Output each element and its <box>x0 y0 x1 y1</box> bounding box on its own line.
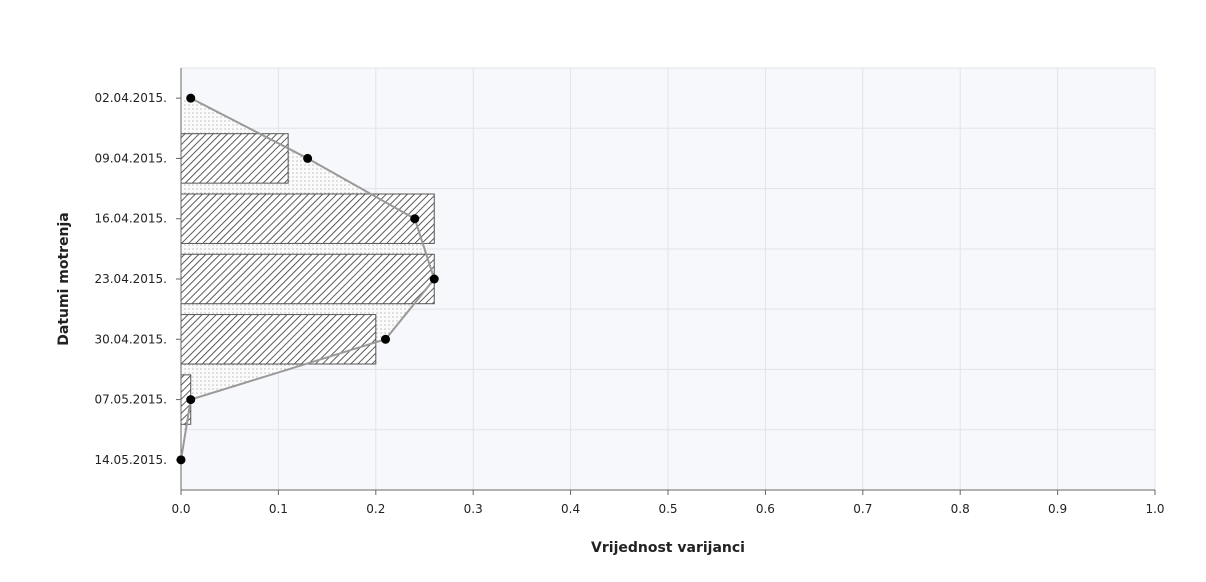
bar-layer <box>180 133 435 425</box>
bar-23-04-2015 <box>180 253 435 305</box>
y-tick-label: 07.05.2015. <box>94 393 167 407</box>
x-tick-label: 0.0 <box>171 502 190 516</box>
data-point <box>176 455 186 465</box>
data-point <box>429 274 439 284</box>
y-tick-label: 02.04.2015. <box>94 91 167 105</box>
x-tick-label: 0.6 <box>756 502 775 516</box>
data-point <box>303 153 313 163</box>
data-point <box>410 214 420 224</box>
x-tick-label: 0.7 <box>853 502 872 516</box>
label-layer: Vrijednost varijanci Datumi motrenja <box>56 212 745 556</box>
y-tick-label: 14.05.2015. <box>94 453 167 467</box>
y-tick-label: 16.04.2015. <box>94 212 167 226</box>
data-point <box>186 93 196 103</box>
axes: 0.0 0.1 0.2 0.3 0.4 0.5 0.6 0.7 0.8 0.9 1.0 02.04.2… <box>94 68 1165 516</box>
x-tick-label: 1.0 <box>1145 502 1164 516</box>
x-tick-label: 0.4 <box>561 502 580 516</box>
x-tick-label: 0.5 <box>658 502 677 516</box>
y-tick-label: 30.04.2015. <box>94 332 167 346</box>
x-tick-label: 0.9 <box>1048 502 1067 516</box>
marker-layer <box>176 93 439 465</box>
data-point <box>381 334 391 344</box>
data-point <box>186 395 196 405</box>
x-tick-label: 0.1 <box>269 502 288 516</box>
bar-30-04-2015 <box>180 314 377 365</box>
y-tick-label: 23.04.2015. <box>94 272 167 286</box>
bar-16-04-2015 <box>180 193 435 244</box>
x-tick-label: 0.8 <box>951 502 970 516</box>
x-axis-title: Vrijednost varijanci <box>591 540 745 556</box>
y-axis-title: Datumi motrenja <box>56 212 72 346</box>
x-tick-label: 0.2 <box>366 502 385 516</box>
x-tick-label: 0.3 <box>464 502 483 516</box>
y-tick-label: 09.04.2015. <box>94 151 167 165</box>
